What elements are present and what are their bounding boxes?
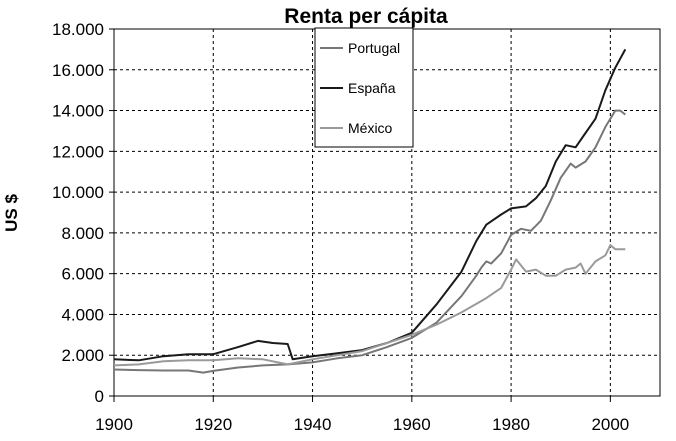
x-tick-label: 1900 [95, 415, 133, 434]
y-tick-label: 16.000 [52, 61, 104, 80]
chart-title: Renta per cápita [284, 5, 448, 28]
y-tick-label: 0 [95, 387, 104, 406]
y-tick-label: 8.000 [61, 224, 104, 243]
y-tick-label: 12.000 [52, 142, 104, 161]
legend: Portugal España México [314, 27, 414, 148]
tick-labels: 0 2.000 4.000 6.000 8.000 10.000 12.000 14.000 1… [52, 20, 629, 434]
y-tick-label: 2.000 [61, 346, 104, 365]
legend-label-portugal: Portugal [348, 40, 400, 56]
x-tick-label: 2000 [591, 415, 629, 434]
y-tick-label: 18.000 [52, 20, 104, 39]
y-tick-label: 10.000 [52, 183, 104, 202]
series-line-mexico [113, 244, 626, 367]
x-tick-label: 1920 [194, 415, 232, 434]
y-tick-label: 14.000 [52, 102, 104, 121]
series-line-portugal [113, 109, 626, 374]
y-tick-label: 4.000 [61, 305, 104, 324]
series-layer [113, 48, 627, 374]
x-tick-label: 1940 [294, 415, 332, 434]
legend-label-mexico: México [348, 120, 393, 136]
x-tick-label: 1980 [492, 415, 530, 434]
y-axis-label: US $ [2, 194, 21, 232]
y-tick-label: 6.000 [61, 265, 104, 284]
legend-label-espana: España [348, 80, 396, 96]
series-line-espana [113, 48, 627, 362]
x-tick-label: 1960 [393, 415, 431, 434]
